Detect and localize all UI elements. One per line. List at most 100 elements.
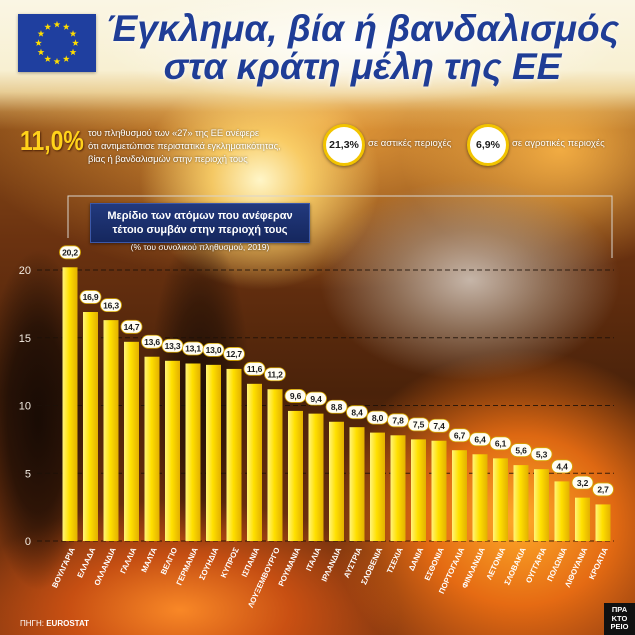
chart-subtitle: (% του συνολικού πληθυσμού, 2019) bbox=[130, 242, 270, 252]
value-label: 7,5 bbox=[413, 420, 425, 430]
urban-percentage-badge: 21,3% bbox=[323, 124, 365, 166]
value-label: 14,7 bbox=[124, 322, 140, 332]
category-label: ΒΟΥΛΓΑΡΙΑ bbox=[50, 546, 77, 590]
value-label: 13,3 bbox=[165, 341, 181, 351]
value-label-badge bbox=[592, 482, 614, 497]
source-note: ΠΗΓΗ: EUROSTAT bbox=[20, 619, 89, 628]
value-label: 4,4 bbox=[556, 462, 568, 472]
category-label: ΒΕΛΓΙΟ bbox=[159, 546, 179, 576]
value-label: 9,4 bbox=[310, 394, 322, 404]
eu-total-percentage: 11,0% bbox=[20, 125, 84, 156]
value-label: 16,9 bbox=[83, 292, 99, 302]
value-label-badge bbox=[530, 447, 553, 462]
header-background bbox=[0, 0, 635, 130]
value-label: 8,8 bbox=[331, 402, 343, 412]
value-label-badge bbox=[59, 245, 81, 260]
category-label: ΑΥΣΤΡΙΑ bbox=[342, 546, 364, 580]
value-label: 8,0 bbox=[372, 413, 384, 423]
value-label: 7,8 bbox=[392, 416, 404, 426]
category-label: ΤΣΕΧΙΑ bbox=[385, 546, 405, 575]
bar-18 bbox=[411, 439, 426, 541]
bar-8 bbox=[206, 364, 221, 541]
bar-3 bbox=[103, 320, 119, 541]
bar-22 bbox=[493, 458, 508, 541]
bar-16 bbox=[370, 432, 385, 541]
bar-10 bbox=[247, 383, 262, 541]
value-label: 13,6 bbox=[144, 337, 160, 347]
rural-label: σε αγροτικές περιοχές bbox=[512, 138, 605, 149]
value-label: 12,7 bbox=[226, 349, 242, 359]
category-label: ΣΟΥΗΔΙΑ bbox=[197, 546, 220, 582]
category-label: ΛΕΤΟΝΙΑ bbox=[485, 546, 508, 581]
category-label: ΓΑΛΛΙΑ bbox=[118, 546, 138, 575]
logo-text-line: ΠΡΑ bbox=[611, 605, 628, 615]
eu-total-description: του πληθυσμού των «27» της ΕΕ ανέφερε ότ… bbox=[88, 127, 281, 166]
category-label: ΙΣΠΑΝΙΑ bbox=[240, 546, 262, 579]
value-label: 5,6 bbox=[515, 445, 527, 455]
bar-5 bbox=[144, 356, 160, 541]
category-label: ΚΡΟΑΤΙΑ bbox=[587, 546, 610, 581]
value-label-badge bbox=[202, 342, 225, 357]
category-label: ΚΥΠΡΟΣ bbox=[219, 546, 241, 579]
value-label-badge bbox=[305, 391, 327, 406]
eu-total-description-line: βίας ή βανδαλισμών στην περιοχή τους bbox=[88, 154, 248, 165]
bar-21 bbox=[472, 454, 488, 541]
category-label: ΔΑΝΙΑ bbox=[407, 546, 426, 572]
bar-13 bbox=[308, 413, 324, 541]
value-label: 13,0 bbox=[206, 345, 222, 355]
value-label-badge bbox=[489, 436, 512, 451]
value-label-badge bbox=[387, 413, 409, 428]
bar-26 bbox=[575, 497, 590, 541]
bar-2 bbox=[83, 312, 98, 541]
category-label: ΠΟΛΩΝΙΑ bbox=[545, 546, 569, 583]
value-label-badge bbox=[428, 418, 450, 433]
value-label-badge bbox=[141, 334, 163, 349]
category-label: ΜΑΛΤΑ bbox=[139, 546, 159, 574]
logo-text-line: ΡΕΙΟ bbox=[610, 622, 629, 632]
value-label: 5,3 bbox=[536, 449, 548, 459]
bar-4 bbox=[124, 341, 139, 541]
chart-title-line: Μερίδιο των ατόμων που ανέφεραν bbox=[107, 210, 293, 222]
value-label-badge bbox=[551, 459, 573, 474]
category-label: ΕΛΛΑΔΑ bbox=[75, 546, 97, 580]
y-tick-label: 10 bbox=[19, 401, 31, 413]
rural-percentage-badge: 6,9% bbox=[467, 124, 509, 166]
bar-23 bbox=[513, 465, 529, 541]
bar-12 bbox=[288, 410, 303, 541]
value-label: 11,6 bbox=[247, 364, 263, 374]
value-label: 16,3 bbox=[103, 300, 119, 310]
value-label-badge bbox=[120, 319, 143, 334]
urban-label: σε αστικές περιοχές bbox=[368, 138, 452, 149]
value-label-badge bbox=[79, 290, 102, 304]
value-label-badge bbox=[510, 443, 532, 458]
value-label-badge bbox=[571, 475, 594, 490]
eu-total-description-line: ότι αντιμετώπισε περιστατικά εγκληματικό… bbox=[88, 141, 281, 152]
value-label-badge bbox=[243, 361, 266, 376]
y-tick-label: 15 bbox=[19, 333, 31, 345]
bar-14 bbox=[329, 421, 344, 541]
bar-19 bbox=[431, 440, 447, 541]
bars bbox=[62, 267, 611, 541]
value-label: 6,7 bbox=[454, 430, 466, 440]
value-label-badge bbox=[448, 428, 471, 443]
chart-title-box: Μερίδιο των ατόμων που ανέφεραν τέτοιο σ… bbox=[90, 203, 310, 243]
category-label: ΣΛΟΒΕΝΙΑ bbox=[359, 546, 384, 586]
bar-11 bbox=[267, 389, 283, 541]
value-label-badge bbox=[469, 432, 491, 447]
value-label: 2,7 bbox=[597, 485, 609, 495]
bar-15 bbox=[349, 427, 365, 541]
y-tick-label: 0 bbox=[25, 536, 31, 548]
value-label: 9,6 bbox=[290, 391, 302, 401]
value-label-badge bbox=[223, 347, 245, 361]
publisher-logo: ΠΡΑ ΚΤΟ ΡΕΙΟ bbox=[604, 603, 635, 635]
source-name: EUROSTAT bbox=[46, 619, 90, 628]
bar-25 bbox=[554, 481, 570, 541]
value-label-badge bbox=[100, 298, 122, 313]
value-label: 11,2 bbox=[267, 369, 283, 379]
category-label: ΙΤΑΛΙΑ bbox=[304, 546, 323, 573]
value-label: 8,4 bbox=[351, 407, 363, 417]
y-tick-label: 20 bbox=[19, 265, 31, 277]
source-label: ΠΗΓΗ: bbox=[20, 619, 44, 628]
